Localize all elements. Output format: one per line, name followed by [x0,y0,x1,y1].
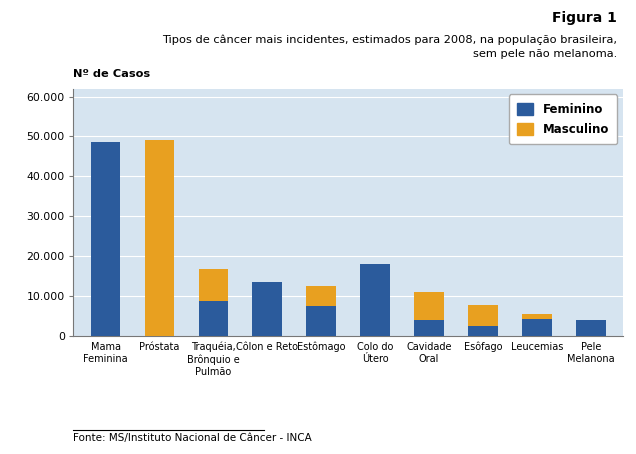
Text: Tipos de câncer mais incidentes, estimados para 2008, na população brasileira,: Tipos de câncer mais incidentes, estimad… [162,34,617,44]
Bar [198,269,228,301]
Bar [468,305,498,326]
Bar [252,282,282,336]
Bar [198,301,228,336]
Legend: Feminino, Masculino: Feminino, Masculino [509,94,618,144]
Bar [414,320,444,336]
Bar [522,315,552,319]
Bar [361,264,390,336]
Bar [307,286,336,306]
Bar [468,326,498,336]
Bar [522,319,552,336]
Text: Figura 1: Figura 1 [552,11,617,25]
Text: Nº de Casos: Nº de Casos [73,69,150,79]
Text: Fonte: MS/Instituto Nacional de Câncer - INCA: Fonte: MS/Instituto Nacional de Câncer -… [73,433,312,443]
Bar [144,140,174,336]
Bar [414,292,444,320]
Bar [307,306,336,336]
Text: sem pele não melanoma.: sem pele não melanoma. [473,49,617,59]
Bar [576,320,605,336]
Bar [91,143,120,336]
